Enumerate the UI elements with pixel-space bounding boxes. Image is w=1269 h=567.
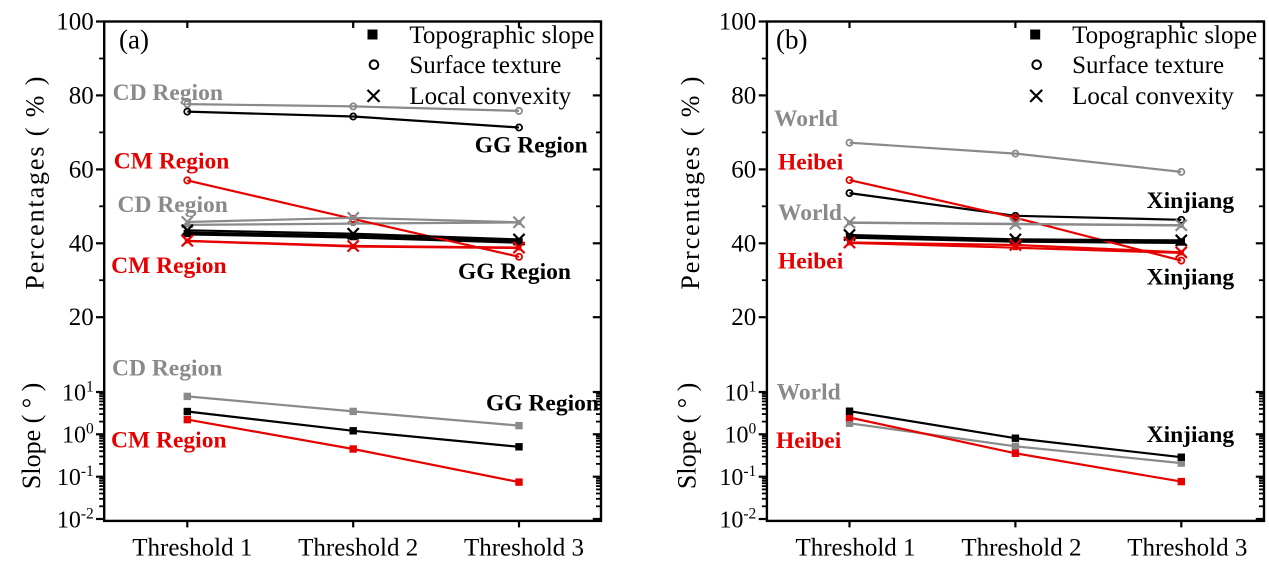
svg-text:Surface texture: Surface texture: [409, 52, 561, 79]
svg-text:Threshold 3: Threshold 3: [1127, 535, 1247, 562]
svg-text:40: 40: [731, 230, 756, 257]
svg-text:Percentages ( % ): Percentages ( % ): [20, 75, 49, 290]
svg-text:Slope ( ° ): Slope ( ° ): [673, 383, 702, 489]
svg-text:80: 80: [731, 82, 756, 109]
svg-text:Xinjiang: Xinjiang: [1147, 422, 1235, 448]
svg-text:Surface texture: Surface texture: [1072, 52, 1224, 79]
svg-text:10-2: 10-2: [719, 505, 756, 533]
svg-text:Heibei: Heibei: [778, 150, 844, 176]
svg-text:World: World: [777, 380, 841, 406]
svg-text:CM Region: CM Region: [114, 149, 230, 175]
svg-text:GG Region: GG Region: [475, 133, 588, 159]
svg-text:100: 100: [56, 9, 94, 36]
svg-text:Threshold 2: Threshold 2: [961, 535, 1081, 562]
svg-text:Threshold 2: Threshold 2: [298, 535, 418, 562]
svg-text:Slope ( ° ): Slope ( ° ): [17, 383, 46, 489]
svg-text:10-2: 10-2: [57, 505, 94, 533]
svg-text:(a): (a): [119, 25, 149, 55]
svg-text:40: 40: [69, 230, 94, 257]
svg-text:Local convexity: Local convexity: [1072, 83, 1234, 110]
svg-text:Xinjiang: Xinjiang: [1147, 188, 1235, 214]
svg-text:Topographic slope: Topographic slope: [1072, 22, 1257, 49]
svg-text:World: World: [778, 200, 842, 226]
svg-text:CM Region: CM Region: [111, 427, 227, 453]
svg-text:60: 60: [69, 156, 94, 183]
svg-text:20: 20: [731, 304, 756, 331]
svg-text:CD Region: CD Region: [118, 192, 228, 218]
svg-text:Topographic slope: Topographic slope: [409, 22, 594, 49]
svg-text:Xinjiang: Xinjiang: [1147, 265, 1235, 291]
svg-text:100: 100: [719, 9, 757, 36]
svg-text:CD Region: CD Region: [113, 80, 223, 106]
svg-text:GG Region: GG Region: [486, 391, 599, 417]
svg-text:Threshold 3: Threshold 3: [464, 535, 584, 562]
svg-text:Local convexity: Local convexity: [409, 83, 571, 110]
svg-text:20: 20: [69, 304, 94, 331]
svg-text:Threshold 1: Threshold 1: [795, 535, 915, 562]
svg-text:Percentages ( % ): Percentages ( % ): [676, 75, 705, 290]
svg-text:(b): (b): [776, 25, 807, 55]
svg-text:80: 80: [69, 82, 94, 109]
svg-text:60: 60: [731, 156, 756, 183]
svg-text:GG Region: GG Region: [458, 259, 571, 285]
svg-text:World: World: [774, 106, 838, 132]
svg-text:CD Region: CD Region: [112, 355, 222, 381]
svg-text:Heibei: Heibei: [778, 249, 844, 275]
svg-text:Threshold 1: Threshold 1: [132, 535, 252, 562]
svg-text:CM Region: CM Region: [111, 253, 227, 279]
svg-text:Heibei: Heibei: [776, 428, 842, 454]
